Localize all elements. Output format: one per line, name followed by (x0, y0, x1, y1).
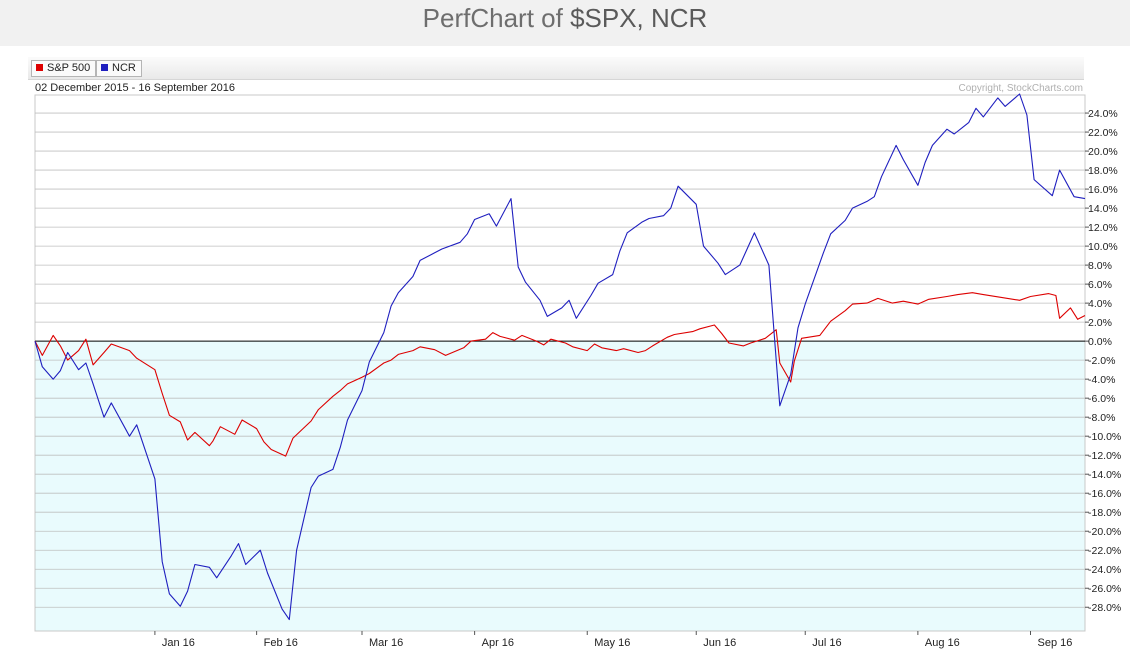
grid-lines (35, 112, 1085, 608)
y-tick-label: -2.0% (1088, 355, 1115, 367)
series-layer (34, 93, 1086, 621)
plot-border (34, 94, 1086, 632)
y-tick-label: -18.0% (1088, 507, 1121, 519)
y-tick-label: -24.0% (1088, 564, 1121, 576)
y-tick-label: 8.0% (1088, 260, 1112, 272)
legend-label-ncr: NCR (112, 62, 136, 74)
series-line-ncr (34, 93, 1086, 621)
x-tick-label: Sep 16 (1038, 637, 1073, 649)
y-tick-label: 16.0% (1088, 184, 1118, 196)
legend: S&P 500 NCR (28, 57, 1084, 80)
y-tick-label: 24.0% (1088, 108, 1118, 120)
y-tick-label: -14.0% (1088, 469, 1121, 481)
x-tick-label: Jun 16 (703, 637, 736, 649)
x-tick-label: Feb 16 (264, 637, 298, 649)
y-tick-label: -16.0% (1088, 488, 1121, 500)
y-tick-label: -26.0% (1088, 583, 1121, 595)
y-tick-label: 4.0% (1088, 298, 1112, 310)
y-axis: 24.0% 22.0% 20.0% 18.0% 16.0% 14.0% 12.0% 10.0%… (1085, 108, 1121, 614)
x-tick-label: Jan 16 (162, 637, 195, 649)
date-range-label: 02 December 2015 - 16 September 2016 (35, 82, 235, 94)
page-title-prefix: PerfChart of (422, 3, 571, 33)
page-title: PerfChart of $SPX, NCR (423, 3, 708, 34)
negative-region-fill (35, 341, 1085, 631)
page-title-symbols: $SPX, NCR (570, 3, 708, 33)
y-tick-label: -12.0% (1088, 450, 1121, 462)
legend-item-spx[interactable]: S&P 500 (31, 60, 97, 77)
y-tick-label: 22.0% (1088, 127, 1118, 139)
copyright-label: Copyright, StockCharts.com (959, 83, 1084, 94)
y-tick-label: 0.0% (1088, 336, 1112, 348)
legend-item-ncr[interactable]: NCR (96, 60, 142, 77)
x-tick-label: Jul 16 (812, 637, 841, 649)
x-tick-label: May 16 (594, 637, 630, 649)
y-tick-label: -22.0% (1088, 545, 1121, 557)
y-tick-label: -6.0% (1088, 393, 1115, 405)
y-tick-label: 2.0% (1088, 317, 1112, 329)
x-axis: Jan 16 Feb 16 Mar 16 Apr 16 May 16 Jun 16 Jul … (154, 631, 1073, 649)
y-tick-label: 14.0% (1088, 203, 1118, 215)
series-line-spx (34, 292, 1086, 457)
y-tick-label: 6.0% (1088, 279, 1112, 291)
legend-swatch-ncr (101, 64, 108, 71)
y-tick-label: -20.0% (1088, 526, 1121, 538)
y-tick-label: 18.0% (1088, 165, 1118, 177)
title-bar: PerfChart of $SPX, NCR (0, 0, 1130, 46)
y-tick-label: 20.0% (1088, 146, 1118, 158)
y-tick-label: -8.0% (1088, 412, 1115, 424)
legend-label-spx: S&P 500 (47, 62, 91, 74)
x-tick-label: Mar 16 (369, 637, 403, 649)
x-tick-label: Aug 16 (925, 637, 960, 649)
legend-swatch-spx (36, 64, 43, 71)
y-tick-label: -28.0% (1088, 602, 1121, 614)
y-tick-label: 12.0% (1088, 222, 1118, 234)
y-tick-label: -4.0% (1088, 374, 1115, 386)
y-tick-label: 10.0% (1088, 241, 1118, 253)
x-tick-label: Apr 16 (482, 637, 514, 649)
y-tick-label: -10.0% (1088, 431, 1121, 443)
